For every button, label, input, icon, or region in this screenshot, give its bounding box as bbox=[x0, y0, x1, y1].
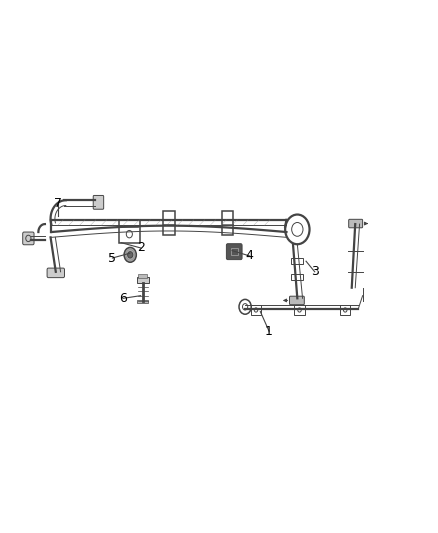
FancyBboxPatch shape bbox=[93, 196, 104, 209]
Text: 6: 6 bbox=[119, 292, 127, 305]
Text: 5: 5 bbox=[108, 252, 117, 264]
Text: 3: 3 bbox=[311, 265, 319, 278]
Circle shape bbox=[124, 247, 136, 262]
FancyBboxPatch shape bbox=[226, 244, 242, 260]
Text: 1: 1 bbox=[265, 325, 273, 338]
FancyBboxPatch shape bbox=[349, 219, 363, 228]
Text: 2: 2 bbox=[137, 241, 145, 254]
FancyBboxPatch shape bbox=[47, 268, 64, 278]
Text: 4: 4 bbox=[246, 249, 254, 262]
FancyBboxPatch shape bbox=[137, 300, 148, 303]
Circle shape bbox=[127, 252, 133, 258]
FancyBboxPatch shape bbox=[290, 296, 304, 305]
FancyBboxPatch shape bbox=[138, 274, 147, 278]
Text: 7: 7 bbox=[54, 197, 62, 211]
FancyBboxPatch shape bbox=[137, 277, 149, 284]
FancyBboxPatch shape bbox=[23, 232, 34, 245]
